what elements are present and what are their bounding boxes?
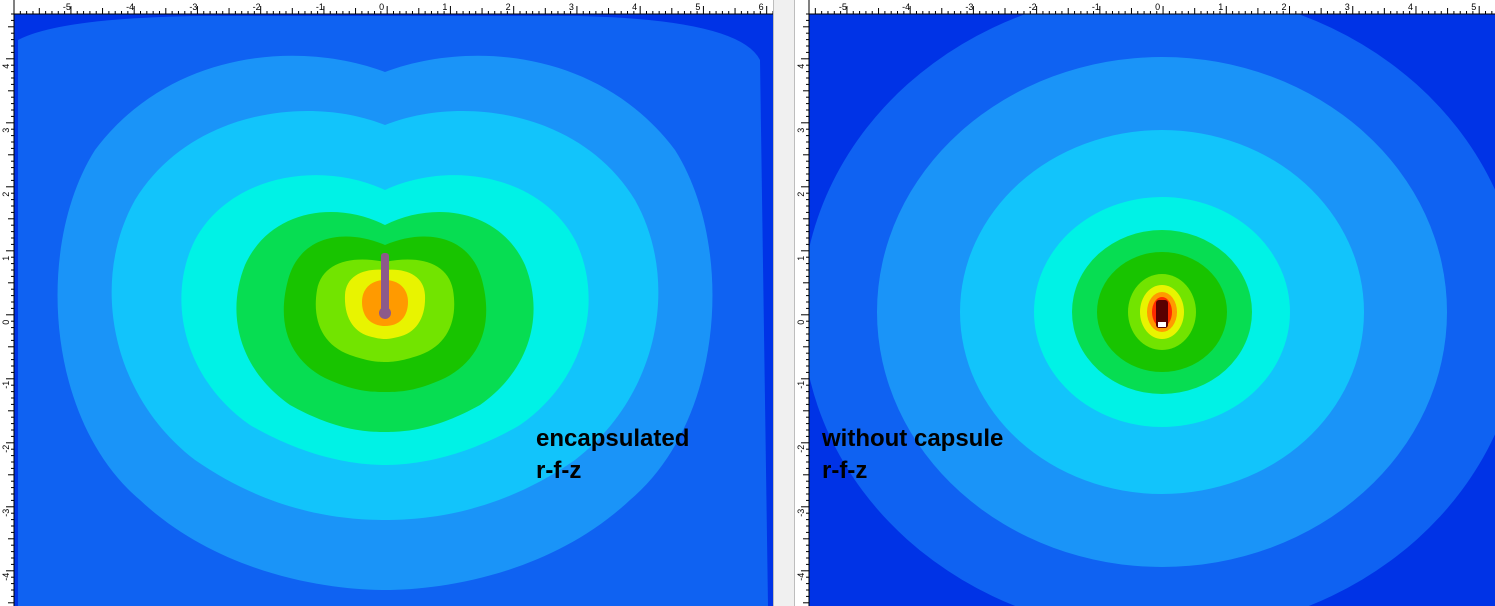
source-rod	[379, 253, 391, 319]
left-ruler-strip	[0, 0, 14, 606]
source-core-highlight	[1158, 322, 1166, 327]
isodose-contours	[18, 16, 768, 606]
top-ruler: -5 -4 -3 -2 -1 0 1 2 3 4 5 6	[0, 0, 773, 15]
left-ruler-strip	[795, 0, 809, 606]
x-tick-label: -2	[253, 2, 261, 12]
caption-line-1: without capsule	[821, 425, 1003, 452]
y-tick-label: 1	[1, 256, 11, 261]
x-tick-label: -3	[189, 2, 197, 12]
isodose-contours	[802, 0, 1495, 606]
y-tick-label: 3	[796, 128, 806, 133]
left-ruler: 4 3 2 1 0 -1 -2 -3 -4	[0, 0, 15, 606]
x-tick-label: 2	[1282, 2, 1287, 12]
without-capsule-dose-map-panel: -5 -4 -3 -2 -1 0 1 2 3 4 5 4 3 2 1 0 -1 -2 -3 -4 without c…	[795, 0, 1495, 606]
x-tick-label: -1	[1092, 2, 1100, 12]
y-tick-label: -2	[1, 445, 11, 453]
x-tick-label: 1	[442, 2, 447, 12]
x-tick-label: -5	[63, 2, 71, 12]
x-tick-label: 6	[759, 2, 764, 12]
y-tick-label: 0	[796, 320, 806, 325]
x-tick-label: -3	[965, 2, 973, 12]
x-tick-label: -1	[316, 2, 324, 12]
top-ruler-strip	[795, 0, 1495, 14]
y-tick-label: 2	[1, 192, 11, 197]
y-tick-label: 4	[796, 64, 806, 69]
y-tick-label: -1	[1, 381, 11, 389]
y-tick-label: -4	[1, 573, 11, 581]
x-tick-label: 0	[379, 2, 384, 12]
top-ruler: -5 -4 -3 -2 -1 0 1 2 3 4 5	[795, 0, 1495, 15]
x-tick-label: 2	[506, 2, 511, 12]
y-tick-label: -4	[796, 573, 806, 581]
x-tick-label: -4	[902, 2, 910, 12]
y-tick-label: -3	[1, 509, 11, 517]
x-tick-label: 3	[1345, 2, 1350, 12]
x-tick-label: 4	[632, 2, 637, 12]
top-ruler-strip	[0, 0, 773, 14]
x-tick-label: 0	[1155, 2, 1160, 12]
y-tick-label: 1	[796, 256, 806, 261]
left-ruler: 4 3 2 1 0 -1 -2 -3 -4	[795, 0, 810, 606]
source-rod-body	[381, 253, 389, 313]
y-tick-label: 3	[1, 128, 11, 133]
without-capsule-dose-map: -5 -4 -3 -2 -1 0 1 2 3 4 5 4 3 2 1 0 -1 -2 -3 -4 without c…	[795, 0, 1495, 606]
x-tick-label: -4	[126, 2, 134, 12]
caption-line-2: r-f-z	[536, 457, 581, 484]
y-tick-label: 2	[796, 192, 806, 197]
panel-divider	[773, 0, 795, 606]
source-core	[1156, 300, 1168, 328]
source-core-dark	[1156, 300, 1168, 328]
x-tick-label: 1	[1218, 2, 1223, 12]
x-tick-label: 5	[1471, 2, 1476, 12]
y-tick-label: -2	[796, 445, 806, 453]
caption-line-2: r-f-z	[822, 457, 867, 484]
y-tick-label: 4	[1, 64, 11, 69]
encapsulated-dose-map-panel: -5 -4 -3 -2 -1 0 1 2 3 4 5 6 4 3 2 1 0 -1 -2 -3 -4 encapsul…	[0, 0, 773, 606]
y-tick-label: 0	[1, 320, 11, 325]
caption-line-1: encapsulated	[536, 425, 689, 452]
x-tick-label: 5	[695, 2, 700, 12]
x-tick-label: -5	[839, 2, 847, 12]
x-tick-label: 3	[569, 2, 574, 12]
x-tick-label: -2	[1029, 2, 1037, 12]
y-tick-label: -3	[796, 509, 806, 517]
source-rod-tip	[379, 307, 391, 319]
y-tick-label: -1	[796, 381, 806, 389]
x-tick-label: 4	[1408, 2, 1413, 12]
encapsulated-dose-map: -5 -4 -3 -2 -1 0 1 2 3 4 5 6 4 3 2 1 0 -1 -2 -3 -4 encapsul…	[0, 0, 773, 606]
